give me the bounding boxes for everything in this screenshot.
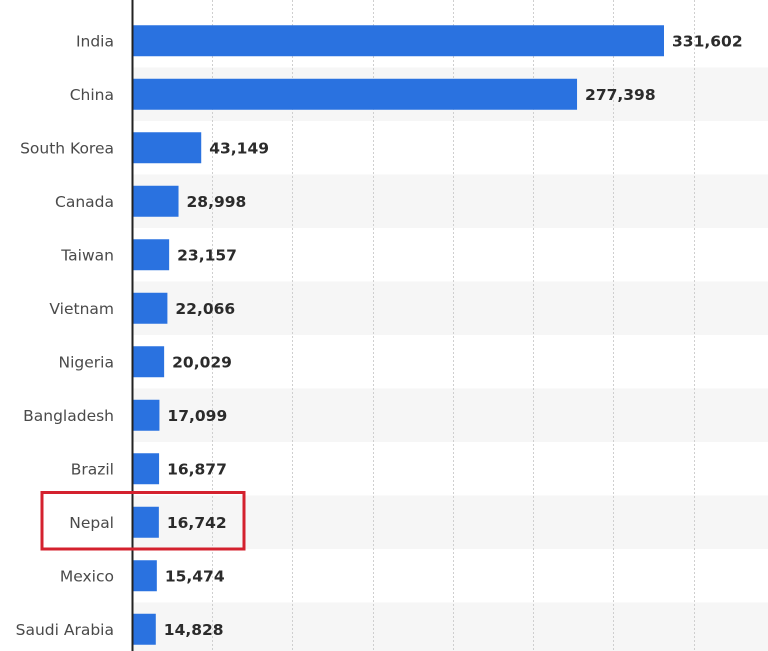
bar-vietnam — [132, 292, 168, 324]
bar-taiwan — [132, 239, 170, 271]
row-bands — [132, 67, 768, 651]
value-label: 277,398 — [585, 86, 656, 104]
value-label: 23,157 — [177, 246, 237, 264]
category-label: Brazil — [71, 460, 114, 478]
bar-saudi-arabia — [132, 613, 156, 645]
row-band — [132, 495, 768, 549]
value-label: 15,474 — [165, 567, 225, 585]
row-band — [132, 602, 768, 651]
row-band — [132, 281, 768, 335]
category-label: India — [76, 32, 114, 50]
row-band — [132, 388, 768, 442]
value-label: 28,998 — [187, 193, 247, 211]
highlight-box — [40, 491, 246, 551]
bar-south-korea — [132, 132, 202, 164]
category-label: Vietnam — [49, 300, 114, 318]
value-label: 20,029 — [172, 353, 232, 371]
category-label: Mexico — [60, 567, 114, 585]
category-label: Taiwan — [60, 246, 114, 264]
value-label: 16,742 — [167, 514, 227, 532]
bar-india — [132, 25, 664, 57]
row-band — [132, 174, 768, 228]
bars — [132, 25, 664, 645]
value-label: 331,602 — [672, 32, 743, 50]
value-label: 16,877 — [167, 460, 227, 478]
bar-brazil — [132, 453, 160, 485]
bar-china — [132, 78, 578, 110]
value-label: 14,828 — [164, 621, 224, 639]
category-label: Nigeria — [59, 353, 114, 371]
category-label: Bangladesh — [23, 407, 114, 425]
bar-canada — [132, 185, 179, 217]
bar-bangladesh — [132, 399, 160, 431]
category-label: Canada — [55, 193, 114, 211]
category-label: Saudi Arabia — [16, 621, 114, 639]
value-label: 17,099 — [167, 407, 227, 425]
bar-mexico — [132, 560, 157, 592]
category-label: South Korea — [20, 139, 114, 157]
value-labels: 331,602 277,398 43,149 28,998 23,157 22,066 20… — [164, 32, 743, 639]
category-label: China — [70, 86, 114, 104]
bar-nepal — [132, 506, 159, 538]
value-label: 22,066 — [175, 300, 235, 318]
value-label: 43,149 — [209, 139, 269, 157]
bar-nigeria — [132, 346, 165, 378]
category-label: Nepal — [69, 514, 114, 532]
category-labels: India China South Korea Canada Taiwan Vietnam… — [16, 32, 114, 639]
